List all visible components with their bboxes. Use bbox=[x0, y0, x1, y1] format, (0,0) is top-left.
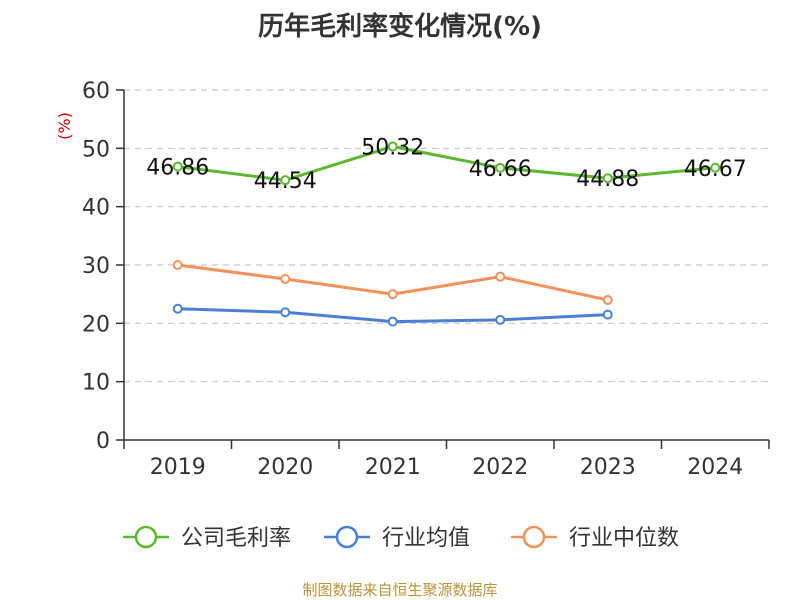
series-layer bbox=[172, 141, 721, 327]
axes: 0 10 20 30 40 50 60 (%) 2019 2020 2021 2022 2023 2024 bbox=[55, 79, 770, 480]
data-labels: 46.86 44.54 50.32 46.66 44.88 46.67 bbox=[146, 135, 746, 194]
data-label: 46.86 bbox=[146, 156, 209, 181]
legend-marker bbox=[522, 525, 546, 549]
data-point bbox=[172, 161, 183, 172]
data-point bbox=[710, 162, 721, 173]
data-point bbox=[602, 173, 613, 184]
data-point bbox=[280, 175, 291, 186]
data-point bbox=[172, 303, 183, 314]
data-point bbox=[172, 260, 183, 270]
data-point bbox=[387, 141, 398, 152]
source-note: 制图数据来自恒生聚源数据库 bbox=[302, 581, 498, 599]
data-point bbox=[602, 309, 613, 320]
data-point bbox=[280, 307, 291, 318]
y-tick-label: 60 bbox=[82, 79, 110, 104]
data-label: 50.32 bbox=[361, 135, 424, 160]
legend-label: 公司毛利率 bbox=[181, 526, 291, 551]
y-tick-label: 50 bbox=[82, 137, 110, 162]
data-label: 46.66 bbox=[469, 157, 532, 182]
x-tick-label: 2023 bbox=[580, 455, 636, 480]
legend-marker bbox=[134, 525, 158, 549]
y-tick-label: 20 bbox=[82, 312, 110, 337]
x-tick-label: 2020 bbox=[257, 455, 313, 480]
data-label: 44.88 bbox=[576, 167, 639, 192]
y-tick-label: 10 bbox=[82, 371, 110, 396]
data-point bbox=[387, 289, 398, 300]
y-tick-label: 0 bbox=[96, 429, 110, 454]
data-point bbox=[387, 316, 398, 327]
data-point bbox=[495, 162, 506, 173]
data-point bbox=[495, 271, 506, 282]
y-tick-label: 30 bbox=[82, 254, 110, 279]
legend-marker bbox=[335, 525, 359, 549]
x-tick-label: 2024 bbox=[687, 455, 743, 480]
y-axis-label: (%) bbox=[55, 112, 74, 140]
legend-label: 行业均值 bbox=[382, 526, 470, 551]
data-label: 44.54 bbox=[254, 169, 317, 194]
x-tick-label: 2022 bbox=[472, 455, 528, 480]
grid-lines bbox=[124, 89, 769, 383]
data-point bbox=[495, 314, 506, 325]
data-point bbox=[602, 295, 613, 305]
data-label: 46.67 bbox=[684, 157, 747, 182]
series-line-0 bbox=[177, 144, 716, 182]
x-tick-label: 2019 bbox=[150, 455, 206, 480]
data-point bbox=[280, 274, 291, 284]
chart-title: 历年毛利率变化情况(%) bbox=[258, 12, 542, 42]
y-tick-label: 40 bbox=[82, 196, 110, 221]
x-tick-label: 2021 bbox=[365, 455, 421, 480]
legend-label: 行业中位数 bbox=[569, 526, 679, 551]
legend: 公司毛利率 行业均值 行业中位数 bbox=[123, 525, 679, 551]
